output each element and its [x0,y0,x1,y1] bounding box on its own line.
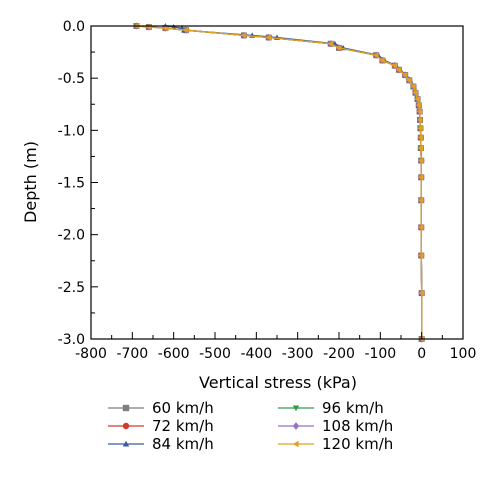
x-tick-label-1: -700 [116,346,148,362]
legend-item-3: 96 km/h [278,399,384,417]
y-tick-label-1: -0.5 [58,71,85,87]
legend-marker-3 [292,405,300,412]
x-tick-label-4: -400 [240,346,272,362]
series-5-point-25 [418,197,424,204]
y-tick-label-2: -1.0 [58,123,85,139]
legend-label-4: 108 km/h [322,417,393,435]
series-5-point-26 [418,224,424,231]
legend-item-5: 120 km/h [278,435,393,453]
series-5-point-22 [417,145,424,152]
legend-label-1: 72 km/h [152,417,214,435]
series-5-point-14 [410,83,416,90]
series-5-point-15 [412,89,418,96]
series-5-point-28 [418,290,425,297]
y-axis-title: Depth (m) [21,141,40,223]
legend-label-0: 60 km/h [152,399,214,417]
series-5-point-6 [327,40,334,47]
series-5-point-9 [379,57,385,64]
series-5-point-3 [183,27,189,34]
series-5-point-21 [417,134,424,141]
legend-item-4: 108 km/h [278,417,393,435]
series-5-point-13 [406,77,412,84]
legend-label-2: 84 km/h [152,435,214,453]
y-tick-label-0: 0.0 [63,19,85,35]
series-2-point-1 [170,24,177,30]
series-5-point-12 [402,72,408,79]
legend-label-5: 120 km/h [322,435,393,453]
legend-marker-0 [122,404,130,412]
series-5-point-23 [418,157,424,164]
legend-marker-4 [292,422,300,430]
x-tick-label-9: 100 [450,346,477,362]
legend-marker-2 [122,440,130,447]
legend-item-2: 84 km/h [108,435,214,453]
y-tick-label-3: -1.5 [58,176,85,192]
legend-marker-5 [292,440,299,448]
series-5-point-18 [416,108,422,115]
series-5-point-8 [373,52,379,59]
legend-marker-1 [122,422,130,430]
legend-item-1: 72 km/h [108,417,214,435]
y-tick-label-4: -2.0 [58,228,85,244]
x-tick-label-0: -800 [75,346,107,362]
x-tick-label-5: -300 [282,346,314,362]
series-5-point-17 [415,102,422,109]
series-5-point-19 [417,116,423,123]
x-tick-label-7: -100 [364,346,396,362]
series-5-point-27 [418,252,424,259]
x-tick-label-6: -200 [323,346,355,362]
x-axis-title: Vertical stress (kPa) [199,373,357,392]
series-5-point-7 [336,44,342,51]
legend-label-3: 96 km/h [322,399,384,417]
series-layer [133,22,425,343]
legend-item-0: 60 km/h [108,399,214,417]
series-5-point-20 [417,125,423,132]
series-5-point-5 [265,34,272,41]
series-5-point-16 [414,96,420,103]
y-tick-label-6: -3.0 [58,332,85,348]
series-line-5 [136,25,423,339]
axes-layer: -800 -700 -600 -500 -400 -300 -200 -100 0 100 0.0 -… [58,19,477,362]
series-5-point-10 [391,62,398,69]
x-tick-label-2: -600 [158,346,190,362]
series-5-point-24 [418,174,424,181]
series-5-point-4 [240,32,247,39]
x-tick-label-3: -500 [199,346,231,362]
x-tick-label-8: 0 [417,346,426,362]
y-tick-label-5: -2.5 [58,280,85,296]
series-5-point-11 [395,66,402,73]
